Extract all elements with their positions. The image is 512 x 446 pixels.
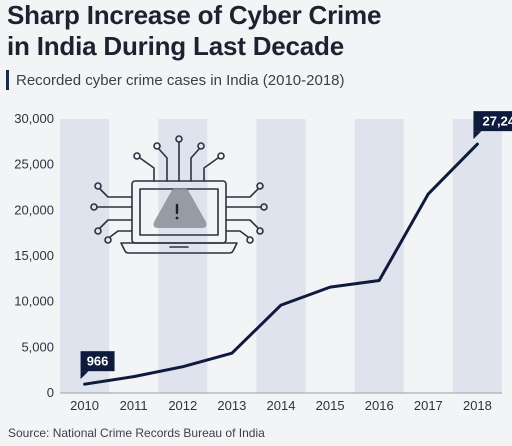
circuit-trace (99, 188, 133, 198)
year-band-2014 (256, 119, 306, 393)
x-tick-label: 2015 (316, 398, 345, 413)
circuit-trace (225, 230, 249, 238)
x-tick-label: 2017 (414, 398, 443, 413)
y-tick-label: 0 (47, 385, 54, 400)
circuit-trace (158, 148, 168, 182)
callout-box (80, 351, 115, 372)
x-tick-label: 2016 (365, 398, 394, 413)
circuit-node (94, 182, 102, 190)
chart-subtitle: Recorded cyber crime cases in India (201… (16, 71, 345, 89)
circuit-node (246, 236, 254, 244)
callout-pointer (80, 371, 89, 380)
y-tick-label: 10,000 (14, 294, 54, 309)
circuit-trace (225, 219, 259, 229)
circuit-trace (139, 157, 155, 182)
warning-triangle (153, 187, 207, 228)
warning-dot (175, 216, 179, 220)
circuit-node (256, 227, 264, 235)
y-axis: 0 5,000 10,000 15,000 20,000 25,000 30,000 (14, 111, 502, 400)
callout-2018: 27,248 (473, 111, 512, 140)
circuit-node (153, 142, 161, 150)
circuit-node (256, 182, 264, 190)
year-band-2018 (452, 119, 502, 393)
circuit-node (133, 152, 141, 160)
circuit-trace (203, 157, 219, 182)
title-line-1: Sharp Increase of Cyber Crime (7, 0, 382, 30)
circuit-trace (225, 188, 259, 198)
x-tick-label: 2018 (463, 398, 492, 413)
y-tick-label: 30,000 (14, 111, 54, 126)
year-band-2010 (60, 119, 110, 393)
circuit-node (104, 236, 112, 244)
circuit-trace (99, 219, 133, 229)
circuit-node (260, 203, 268, 211)
subtitle-accent-bar (6, 70, 9, 90)
data-label: 966 (87, 354, 109, 369)
computer-warning-circuit-icon (90, 135, 268, 254)
laptop-base (120, 242, 238, 254)
x-axis: 2010 2011 2012 2013 2014 2015 2016 2017 2018 (70, 398, 492, 413)
x-tick-label: 2012 (168, 398, 197, 413)
y-tick-label: 20,000 (14, 202, 54, 217)
y-tick-label: 15,000 (14, 248, 54, 263)
circuit-node (175, 135, 183, 143)
y-tick-label: 5,000 (21, 339, 54, 354)
chart-title: Sharp Increase of Cyber Crime in India D… (7, 0, 507, 62)
series-line (83, 142, 479, 386)
callout-pointer (473, 131, 482, 140)
circuit-node (217, 152, 225, 160)
year-bands (60, 119, 502, 393)
circuit-trace (190, 148, 200, 182)
data-label: 27,248 (483, 114, 512, 129)
callout-2010: 966 (80, 351, 115, 380)
x-tick-label: 2011 (120, 398, 148, 413)
x-tick-label: 2014 (267, 398, 296, 413)
year-band-2016 (354, 119, 404, 393)
circuit-trace (109, 230, 133, 238)
source-note: Source: National Crime Records Bureau of… (8, 426, 265, 440)
y-tick-label: 25,000 (14, 157, 54, 172)
data-callouts: 966 27,248 (80, 111, 512, 380)
subtitle-row: Recorded cyber crime cases in India (201… (6, 70, 345, 90)
x-tick-label: 2013 (217, 398, 246, 413)
x-tick-label: 2010 (70, 398, 99, 413)
circuit-node (90, 203, 98, 211)
circuit-node (197, 142, 205, 150)
circuit-node (94, 227, 102, 235)
title-line-2: in India During Last Decade (7, 31, 344, 61)
series-line-path (83, 142, 479, 386)
callout-box (473, 111, 512, 132)
year-band-2012 (158, 119, 208, 393)
